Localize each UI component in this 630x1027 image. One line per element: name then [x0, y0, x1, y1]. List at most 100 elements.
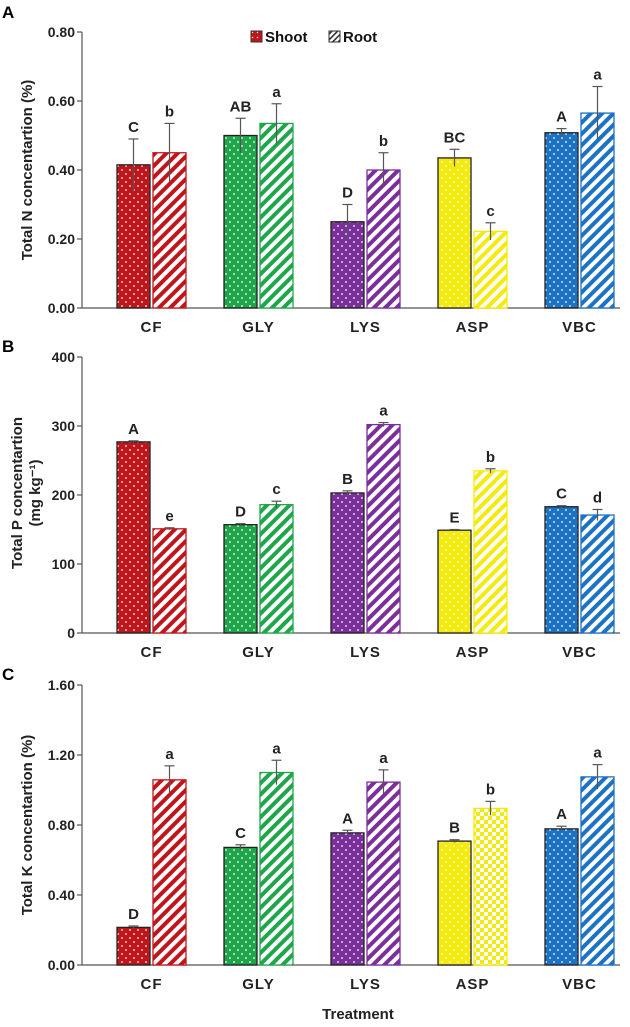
significance-letter: a: [593, 67, 602, 84]
y-tick-label: 1.60: [48, 677, 75, 693]
chart-panel-k: 0.00 0.40 0.80 1.20 1.60 Da CF Ca GLY Aa LYS Bb ASP A…: [48, 677, 620, 993]
significance-letter: c: [272, 481, 280, 498]
significance-letter: a: [272, 740, 281, 757]
x-tick-label-lys: LYS: [350, 319, 381, 336]
legend-label-root: Root: [343, 29, 377, 46]
y-tick-label: 100: [52, 556, 76, 572]
significance-letter: AB: [230, 98, 252, 115]
y-tick-label: 0.40: [48, 162, 75, 178]
bar-vbc-root: [580, 112, 615, 309]
x-tick-label-lys: LYS: [350, 976, 381, 993]
significance-letter: b: [486, 449, 495, 466]
significance-letter: B: [342, 471, 353, 488]
chart-panel-p: 0 100 200 300 400 Ae CF Dc GLY Ba LYS Eb ASP C d VBC: [52, 349, 620, 661]
significance-letter: A: [556, 806, 567, 823]
y-tick-label: 400: [52, 349, 76, 365]
y-tick-label: 0: [67, 625, 75, 641]
bar-cf-root: [152, 528, 187, 634]
bar-cf-shoot: [116, 926, 151, 966]
x-axis-title: Treatment: [322, 1006, 394, 1023]
x-tick-label-gly: GLY: [242, 976, 274, 993]
x-tick-label-asp: ASP: [456, 319, 490, 336]
significance-letter: A: [342, 810, 353, 827]
legend-label-shoot: Shoot: [265, 29, 308, 46]
x-tick-label-asp: ASP: [456, 976, 490, 993]
y-tick-label: 300: [52, 418, 76, 434]
bar-cf-shoot: [116, 441, 151, 634]
x-tick-label-lys: LYS: [350, 644, 381, 661]
x-tick-label-asp: ASP: [456, 644, 490, 661]
bar-vbc-shoot: [544, 828, 579, 966]
legend: Shoot Root: [250, 29, 377, 46]
x-tick-label-vbc: VBC: [562, 644, 597, 661]
y-tick-label: 0.40: [48, 887, 75, 903]
significance-letter: c: [486, 203, 494, 220]
y-tick-label: 0.20: [48, 231, 75, 247]
significance-letter: a: [379, 403, 388, 420]
significance-letter: b: [379, 133, 388, 150]
legend-swatch-root: [328, 30, 341, 43]
bar-vbc-shoot: [544, 506, 579, 634]
x-tick-label-cf: CF: [141, 644, 163, 661]
significance-letter: B: [449, 820, 460, 837]
bar-lys-shoot: [330, 832, 365, 966]
x-tick-label-vbc: VBC: [562, 319, 597, 336]
bar-lys-root: [366, 423, 401, 634]
bar-lys-root: [366, 781, 401, 966]
significance-letter: a: [165, 746, 174, 763]
y-tick-label: 0.60: [48, 93, 75, 109]
bar-gly-shoot: [223, 846, 258, 966]
significance-letter: A: [556, 109, 567, 126]
significance-letter: d: [593, 489, 602, 506]
x-tick-label-vbc: VBC: [562, 976, 597, 993]
significance-letter: b: [165, 103, 174, 120]
bar-gly-root: [259, 771, 294, 966]
significance-letter: BC: [444, 129, 466, 146]
significance-letter: b: [486, 781, 495, 798]
significance-letter: A: [128, 421, 139, 438]
bar-cf-root: [152, 779, 187, 966]
bar-asp-shoot: [437, 840, 472, 966]
y-tick-label: 0.80: [48, 24, 75, 40]
bar-asp-shoot: [437, 529, 472, 634]
significance-letter: a: [272, 84, 281, 101]
y-tick-label: 0.80: [48, 817, 75, 833]
y-axis-title-n: Total N concentartion (%): [19, 80, 36, 261]
y-axis-title-k: Total K concentartion (%): [19, 735, 36, 916]
panel-letter-c: C: [2, 665, 14, 684]
x-tick-label-gly: GLY: [242, 319, 274, 336]
legend-swatch-shoot: [250, 30, 263, 43]
y-tick-label: 200: [52, 487, 76, 503]
bar-gly-root: [259, 504, 294, 634]
significance-letter: a: [379, 750, 388, 767]
panel-letter-a: A: [2, 3, 14, 22]
panel-letter-b: B: [2, 337, 14, 356]
bar-asp-shoot: [437, 157, 472, 309]
x-tick-label-gly: GLY: [242, 644, 274, 661]
significance-letter: D: [342, 185, 353, 202]
bar-vbc-root: [580, 776, 615, 966]
bar-gly-shoot: [223, 134, 258, 309]
significance-letter: C: [235, 825, 246, 842]
y-tick-label: 0.00: [48, 957, 75, 973]
bar-vbc-shoot: [544, 132, 579, 309]
chart-panel-n: 0.000.200.400.600.80CbCFABaGLYDbLYSBCcAS…: [48, 24, 620, 336]
bar-gly-root: [259, 122, 294, 309]
y-axis-title-p-line1: Total P concentartion: [9, 417, 26, 569]
y-tick-label: 0.00: [48, 300, 75, 316]
bar-asp-root: [473, 230, 508, 309]
significance-letter: e: [165, 508, 173, 525]
significance-letter: a: [593, 745, 602, 762]
significance-letter: D: [235, 504, 246, 521]
significance-letter: C: [128, 119, 139, 136]
bar-lys-root: [366, 169, 401, 309]
significance-letter: D: [128, 906, 139, 923]
significance-letter: C: [556, 486, 567, 503]
y-axis-title-p-line2: (mg kg⁻¹): [27, 459, 44, 526]
bar-vbc-root: [580, 514, 615, 634]
bar-asp-root: [473, 470, 508, 634]
bar-gly-shoot: [223, 524, 258, 634]
bar-lys-shoot: [330, 492, 365, 634]
significance-letter: E: [449, 510, 459, 527]
